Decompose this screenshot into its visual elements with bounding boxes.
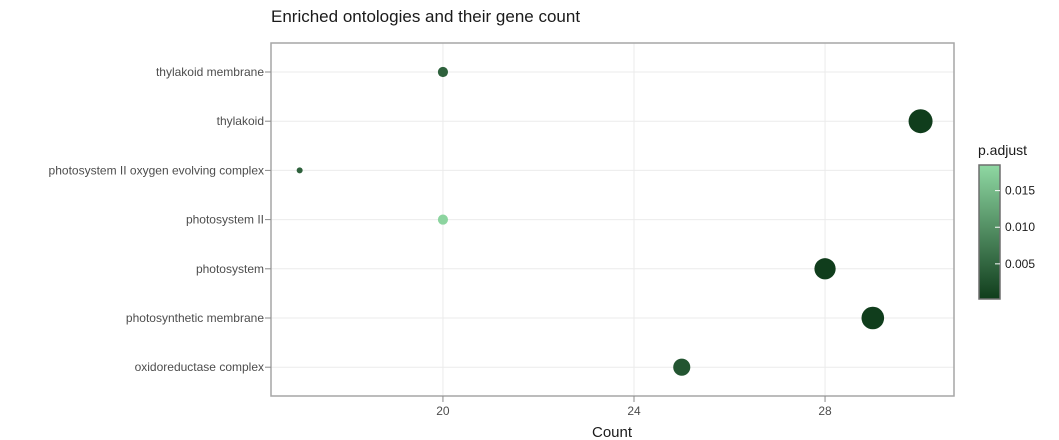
legend-colorbar xyxy=(978,164,1001,300)
x-axis: 20 24 28 xyxy=(436,396,832,418)
legend-title: p.adjust xyxy=(978,142,1027,158)
y-tick-label: photosystem II xyxy=(186,213,264,227)
y-tick-label: thylakoid xyxy=(217,114,264,128)
x-tick-label: 24 xyxy=(627,404,641,418)
data-point xyxy=(908,109,933,134)
color-legend: p.adjust 0.015 0.010 0.005 xyxy=(978,142,1035,300)
x-axis-title: Count xyxy=(592,424,633,440)
y-tick-label: oxidoreductase complex xyxy=(135,360,264,374)
data-point xyxy=(296,167,303,174)
data-point xyxy=(437,214,449,225)
x-tick-label: 28 xyxy=(818,404,832,418)
legend-tick-label: 0.005 xyxy=(1005,257,1035,271)
y-tick-label: photosystem II oxygen evolving complex xyxy=(49,163,264,177)
legend-tick-label: 0.015 xyxy=(1005,184,1035,198)
legend-tick-label: 0.010 xyxy=(1005,220,1035,234)
data-point xyxy=(437,66,449,78)
gridlines xyxy=(271,43,954,396)
y-tick-label: photosystem xyxy=(196,262,264,276)
data-point xyxy=(814,258,836,280)
data-point xyxy=(861,306,885,330)
data-points xyxy=(296,66,933,376)
x-tick-label: 20 xyxy=(436,404,450,418)
y-axis: thylakoid membrane thylakoid photosystem I… xyxy=(49,65,271,374)
y-tick-label: thylakoid membrane xyxy=(156,65,264,79)
chart-title: Enriched ontologies and their gene count xyxy=(271,7,580,26)
legend-ticks: 0.015 0.010 0.005 xyxy=(995,184,1035,271)
y-tick-label: photosynthetic membrane xyxy=(126,311,264,325)
data-point xyxy=(673,358,691,376)
